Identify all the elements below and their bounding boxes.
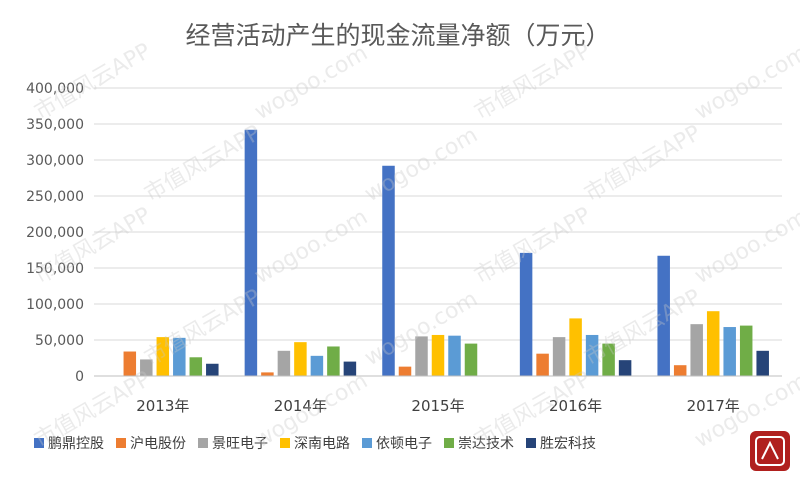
y-tick-label: 300,000 xyxy=(26,153,84,169)
gridlines xyxy=(94,87,782,341)
x-category-label: 2013年 xyxy=(136,397,189,415)
bar xyxy=(739,325,753,376)
bar xyxy=(448,335,461,376)
bars xyxy=(123,129,769,376)
y-tick-label: 400,000 xyxy=(26,81,84,97)
legend-swatch xyxy=(362,438,372,448)
legend-swatch xyxy=(34,438,44,448)
watermark-text: 市值风云APP xyxy=(581,121,706,207)
bar xyxy=(723,327,736,376)
watermark-text: wogoo.com xyxy=(251,41,373,126)
bar xyxy=(261,372,274,376)
legend-label: 依顿电子 xyxy=(376,436,432,452)
bar xyxy=(536,353,549,376)
x-axis-categories: 2013年 2014年 2015年 2016年 2017年 xyxy=(136,397,740,415)
bar xyxy=(756,350,769,376)
bar xyxy=(310,355,324,376)
y-tick-label: 50,000 xyxy=(35,333,84,349)
bar xyxy=(464,343,478,376)
bar xyxy=(327,346,340,376)
bar xyxy=(618,360,632,376)
legend-label: 景旺电子 xyxy=(212,436,268,452)
legend-swatch xyxy=(280,438,290,448)
watermark-text: wogoo.com xyxy=(361,123,483,208)
bar xyxy=(657,255,670,376)
legend-swatch xyxy=(198,438,208,448)
legend-label: 沪电股份 xyxy=(130,436,186,452)
y-tick-label: 200,000 xyxy=(26,225,84,241)
bar xyxy=(189,357,203,376)
bar xyxy=(602,343,615,376)
bar xyxy=(569,318,582,376)
legend-label: 鹏鼎控股 xyxy=(48,436,104,452)
watermark-text: 市值风云APP xyxy=(471,39,596,125)
legend: 鹏鼎控股 沪电股份 景旺电子 深南电路 依顿电子 崇达技术 胜宏科技 xyxy=(34,436,596,452)
watermark-text: wogoo.com xyxy=(691,205,800,290)
y-tick-label: 350,000 xyxy=(26,117,84,133)
watermark-text: 市值风云APP xyxy=(31,203,156,289)
bar xyxy=(519,252,533,376)
bar xyxy=(431,334,445,376)
y-tick-label: 150,000 xyxy=(26,261,84,277)
x-category-label: 2017年 xyxy=(687,397,740,415)
x-category-label: 2014年 xyxy=(274,397,327,415)
bar xyxy=(585,334,599,376)
y-tick-label: 250,000 xyxy=(26,189,84,205)
chart-title: 经营活动产生的现金流量净额（万元） xyxy=(185,21,610,50)
bar xyxy=(552,337,566,376)
brand-logo-icon xyxy=(755,436,785,466)
bar xyxy=(398,366,412,376)
bar xyxy=(123,351,137,376)
y-axis-ticks: 0 50,000 100,000 150,000 200,000 250,000 300,0… xyxy=(26,81,84,385)
bar xyxy=(690,324,703,376)
bar xyxy=(382,165,395,376)
bar xyxy=(277,350,291,376)
bar xyxy=(140,359,153,376)
bar xyxy=(294,342,307,376)
watermark-text: wogoo.com xyxy=(691,41,800,126)
bar xyxy=(343,361,357,376)
x-category-label: 2015年 xyxy=(411,397,464,415)
y-tick-label: 100,000 xyxy=(26,297,84,313)
bar xyxy=(673,365,687,376)
brand-logo xyxy=(750,431,790,471)
legend-label: 胜宏科技 xyxy=(540,436,596,452)
bar xyxy=(206,363,219,376)
legend-swatch xyxy=(444,438,454,448)
bar xyxy=(244,129,258,376)
legend-label: 崇达技术 xyxy=(458,436,514,452)
legend-swatch xyxy=(526,438,536,448)
x-category-label: 2016年 xyxy=(549,397,602,415)
bar xyxy=(156,337,170,376)
watermark-text: wogoo.com xyxy=(251,205,373,290)
bar xyxy=(706,311,720,376)
watermark-text: 市值风云APP xyxy=(471,203,596,289)
legend-swatch xyxy=(116,438,126,448)
legend-label: 深南电路 xyxy=(294,436,350,452)
y-tick-label: 0 xyxy=(75,369,84,385)
bar xyxy=(415,336,428,376)
bar xyxy=(173,337,186,376)
watermark-text: 市值风云APP xyxy=(581,285,706,371)
